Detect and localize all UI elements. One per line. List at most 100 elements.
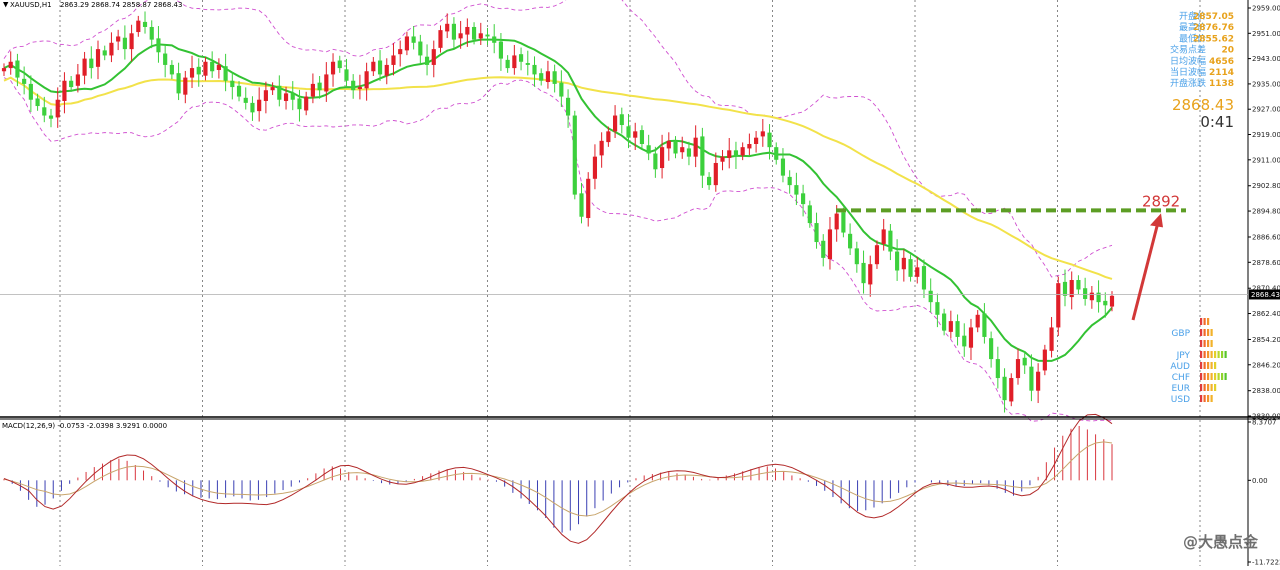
- candle-body: [136, 20, 141, 33]
- candle-body: [357, 87, 362, 89]
- candle-body: [794, 185, 799, 195]
- strength-bar: [1217, 373, 1220, 380]
- info-value: 1138: [1209, 79, 1234, 89]
- candle-body: [874, 245, 880, 265]
- price-tick-label: 2959.00: [1252, 5, 1280, 13]
- candle-body: [801, 193, 806, 205]
- candle-body: [948, 321, 953, 332]
- candle-body: [754, 137, 759, 144]
- candle-body: [445, 23, 450, 32]
- strength-bar: [1210, 373, 1213, 380]
- info-label: 开盘涨跌: [1170, 77, 1206, 89]
- macd-label: MACD(12,26,9) -0.0753 -2.0398 3.9291 0.0…: [2, 422, 167, 430]
- candle-body: [888, 230, 893, 252]
- strength-bar: [1200, 373, 1203, 380]
- candle-body: [895, 251, 900, 271]
- strength-bar: [1203, 329, 1206, 336]
- macd-signal-line: [3, 441, 1113, 517]
- price-tick-label: 2951.00: [1252, 30, 1280, 38]
- candle-body: [458, 33, 463, 39]
- candle-body: [15, 60, 20, 78]
- strength-bar: [1221, 351, 1224, 358]
- candle-body: [532, 64, 537, 75]
- candle-body: [707, 176, 712, 186]
- info-label: 日均波幅: [1170, 55, 1206, 67]
- candle-body: [75, 74, 80, 86]
- strength-bar: [1200, 329, 1203, 336]
- band-lower: [3, 77, 1113, 422]
- candle-body: [713, 162, 718, 186]
- moving-averages: [3, 38, 1113, 362]
- candle-body: [297, 98, 302, 110]
- price-tick-label: 2894.80: [1252, 208, 1280, 216]
- candle-body: [82, 58, 87, 76]
- candle-body: [270, 87, 275, 91]
- candle-body: [545, 71, 551, 83]
- strength-bar: [1217, 351, 1220, 358]
- candle-body: [921, 266, 927, 290]
- info-value: 2855.62: [1193, 34, 1234, 44]
- candle-body: [854, 248, 859, 265]
- candle-body: [438, 30, 443, 48]
- candle-body: [1076, 280, 1081, 290]
- candle-body: [263, 90, 268, 101]
- price-tick-label: 2846.20: [1252, 361, 1280, 369]
- candle-body: [304, 96, 309, 111]
- candle-body: [565, 97, 571, 116]
- candle-body: [290, 93, 295, 100]
- candle-body: [841, 212, 846, 233]
- bar-timer: 0:41: [1200, 113, 1234, 131]
- candle-body: [451, 23, 456, 40]
- candle-body: [767, 132, 772, 148]
- big-price: 2868.43: [1172, 96, 1234, 114]
- candle-body: [1, 68, 7, 72]
- candle-body: [250, 102, 255, 113]
- candle-body: [619, 114, 624, 126]
- last-price-tag-label: 2868.43: [1251, 291, 1280, 299]
- candle-body: [599, 140, 604, 156]
- candle-body: [1062, 281, 1068, 296]
- strength-bar: [1214, 373, 1217, 380]
- candle-body: [28, 83, 33, 100]
- candle-body: [915, 267, 920, 277]
- strength-bar: [1210, 384, 1213, 391]
- strength-bar: [1210, 395, 1213, 402]
- macd-tick-label: 8.3707: [1252, 419, 1277, 427]
- candle-body: [8, 61, 13, 69]
- chart-menu-arrow-icon[interactable]: ▼: [3, 1, 9, 9]
- candle-body: [740, 147, 745, 156]
- price-tick-label: 2927.00: [1252, 106, 1280, 114]
- ma-slow-line: [3, 76, 1113, 280]
- symbol-label: XAUUSD,H1: [10, 1, 52, 9]
- candle-body: [787, 176, 792, 186]
- info-value: 2857.05: [1193, 12, 1234, 22]
- candle-body: [1049, 327, 1054, 351]
- candle-body: [512, 55, 517, 69]
- candle-body: [821, 240, 826, 258]
- candle-body: [989, 338, 994, 360]
- currency-label: AUD: [1170, 362, 1190, 372]
- candle-body: [928, 290, 933, 303]
- candle-body: [69, 80, 74, 88]
- candle-body: [807, 205, 812, 224]
- candle-body: [277, 85, 282, 100]
- candle-body: [666, 140, 671, 149]
- candle-body: [418, 41, 423, 56]
- strength-bar: [1200, 351, 1203, 358]
- candle-body: [391, 55, 396, 65]
- candle-body: [492, 36, 497, 43]
- target-label: 2892: [1142, 192, 1180, 210]
- candle-body: [505, 59, 510, 69]
- strength-bar: [1210, 329, 1213, 336]
- price-tick-label: 2862.40: [1252, 310, 1280, 318]
- price-tick-label: 2838.00: [1252, 387, 1280, 395]
- currency-label: USD: [1171, 395, 1190, 405]
- candle-body: [89, 58, 94, 69]
- candle-body: [586, 178, 591, 219]
- candle-body: [1015, 359, 1021, 379]
- info-label: 最高价: [1179, 21, 1206, 33]
